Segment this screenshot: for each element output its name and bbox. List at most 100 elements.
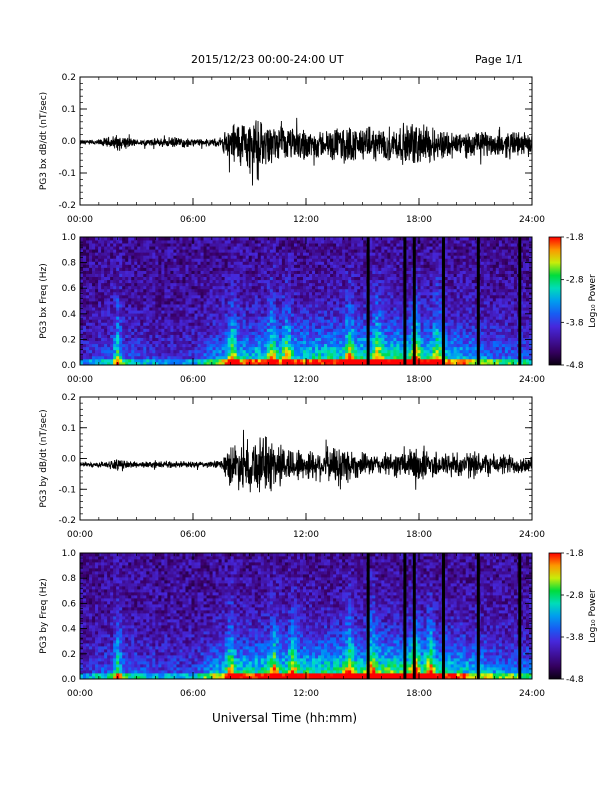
spectrogram-cell (212, 276, 216, 281)
spectrogram-cell (83, 258, 87, 262)
spectrogram-cell (327, 261, 331, 265)
spectrogram-cell (80, 243, 84, 247)
spectrogram-cell (399, 237, 403, 241)
spectrogram-cell (218, 325, 223, 329)
spectrogram-cell (426, 279, 430, 284)
spectrogram-cell (375, 270, 379, 274)
spectrogram-cell (369, 316, 373, 320)
spectrogram-cell (110, 346, 114, 351)
spectrogram-cell (173, 282, 177, 287)
spectrogram-cell (143, 261, 147, 265)
spectrogram-cell (206, 355, 210, 360)
spectrogram-cell (140, 322, 144, 326)
spectrogram-cell (312, 258, 316, 262)
spectrogram-cell (212, 325, 216, 329)
spectrogram-cell (242, 276, 247, 281)
spectrogram-cell (161, 343, 165, 348)
spectrogram-cell (375, 313, 379, 317)
spectrogram-cell (357, 270, 361, 274)
spectrogram-cell (396, 349, 400, 354)
spectrogram-cell (131, 267, 135, 271)
spectrogram-cell (161, 243, 165, 247)
spectrogram-cell (98, 291, 102, 296)
spectrogram-cell (86, 285, 90, 290)
spectrogram-cell (110, 294, 114, 299)
spectrogram-cell (399, 255, 403, 259)
spectrogram-cell (357, 337, 361, 342)
spectrogram-cell (185, 267, 189, 271)
spectrogram-cell (372, 243, 376, 247)
spectrogram-cell (315, 346, 319, 351)
spectrogram-cell (218, 319, 223, 323)
spectrogram-cell (140, 319, 144, 323)
spectrogram-cell (318, 246, 322, 250)
spectrogram-cell (275, 270, 280, 274)
spectrogram-cell (161, 258, 165, 262)
spectrogram-cell (161, 249, 165, 253)
spectrogram-cell (128, 279, 132, 284)
spectrogram-cell (357, 328, 361, 332)
spectrogram-cell (245, 358, 250, 363)
spectrogram-cell (182, 313, 186, 317)
spectrogram-cell (423, 310, 427, 314)
spectrogram-cell (194, 255, 198, 259)
spectrogram-cell (233, 355, 238, 360)
spectrogram-cell (281, 307, 286, 311)
spectrogram-cell (251, 310, 256, 314)
spectrogram-cell (113, 252, 117, 256)
spectrogram-cell (360, 249, 364, 253)
spectrogram-cell (351, 294, 355, 299)
spectrogram-cell (158, 261, 162, 265)
spectrogram-cell (92, 288, 96, 293)
spectrogram-cell (408, 294, 412, 299)
spectrogram-cell (432, 267, 436, 271)
spectrogram-cell (239, 294, 244, 299)
spectrogram-cell (92, 352, 96, 357)
spectrogram-cell (278, 237, 283, 241)
spectrogram-cell (173, 361, 177, 366)
spectrogram-cell (378, 294, 382, 299)
spectrogram-cell (351, 276, 355, 281)
spectrogram-cell (318, 297, 322, 302)
spectrogram-cell (293, 304, 298, 308)
spectrogram-cell (227, 255, 232, 259)
spectrogram-cell (134, 352, 138, 357)
spectrogram-cell (83, 358, 87, 363)
spectrogram-cell (98, 310, 102, 314)
spectrogram-cell (227, 328, 232, 332)
spectrogram-cell (302, 358, 307, 363)
spectrogram-cell (119, 322, 123, 326)
spectrogram-cell (215, 325, 220, 329)
spectrogram-cell (318, 243, 322, 247)
spectrogram-cell (182, 255, 186, 259)
spectrogram-cell (387, 279, 391, 284)
spectrogram-cell (287, 246, 292, 250)
spectrogram-cell (296, 316, 301, 320)
spectrogram-cell (432, 252, 436, 256)
spectrogram-cell (408, 270, 412, 274)
spectrogram-cell (339, 270, 343, 274)
spectrogram-cell (95, 264, 99, 268)
spectrogram-cell (396, 255, 400, 259)
spectrogram-cell (429, 352, 433, 357)
spectrogram-cell (360, 291, 364, 296)
spectrogram-cell (92, 246, 96, 250)
spectrogram-cell (336, 331, 340, 335)
spectrogram-cell (315, 304, 319, 308)
spectrogram-cell (312, 261, 316, 265)
spectrogram-cell (155, 325, 159, 329)
spectrogram-cell (158, 325, 162, 329)
spectrogram-cell (318, 276, 322, 281)
spectrogram-cell (396, 316, 400, 320)
spectrogram-cell (272, 240, 277, 244)
spectrogram-cell (104, 307, 108, 311)
spectrogram-cell (393, 237, 397, 241)
spectrogram-cell (149, 346, 153, 351)
spectrogram-cell (302, 352, 307, 357)
spectrogram-cell (426, 334, 430, 338)
spectrogram-cell (417, 270, 421, 274)
spectrogram-cell (254, 328, 259, 332)
spectrogram-cell (414, 285, 418, 290)
spectrogram-cell (354, 264, 358, 268)
spectrogram-cell (221, 310, 226, 314)
